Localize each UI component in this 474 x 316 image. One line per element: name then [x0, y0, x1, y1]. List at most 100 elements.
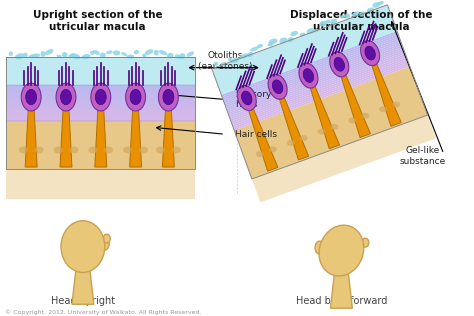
Ellipse shape	[220, 62, 225, 66]
Text: Head upright: Head upright	[51, 296, 115, 306]
Ellipse shape	[256, 151, 264, 157]
Ellipse shape	[319, 225, 364, 276]
Polygon shape	[372, 63, 401, 126]
Ellipse shape	[40, 51, 46, 57]
Ellipse shape	[367, 8, 374, 12]
Bar	[6, 169, 195, 199]
Bar	[6, 57, 195, 169]
Ellipse shape	[242, 91, 252, 105]
Ellipse shape	[15, 53, 24, 59]
Ellipse shape	[54, 146, 63, 154]
Ellipse shape	[91, 83, 111, 111]
Ellipse shape	[340, 15, 345, 19]
Bar	[6, 84, 195, 86]
Ellipse shape	[330, 124, 338, 130]
Ellipse shape	[300, 33, 305, 36]
Bar	[6, 84, 195, 121]
Ellipse shape	[154, 50, 159, 56]
Ellipse shape	[95, 89, 106, 105]
Polygon shape	[129, 110, 142, 167]
Ellipse shape	[113, 50, 120, 56]
Polygon shape	[228, 49, 404, 114]
Bar	[6, 116, 195, 118]
Ellipse shape	[172, 146, 181, 154]
Ellipse shape	[121, 52, 127, 56]
Polygon shape	[223, 36, 400, 102]
Ellipse shape	[187, 52, 194, 57]
Ellipse shape	[103, 234, 110, 243]
Ellipse shape	[348, 118, 356, 124]
Ellipse shape	[158, 83, 178, 111]
Polygon shape	[252, 115, 436, 202]
Polygon shape	[230, 54, 406, 120]
Polygon shape	[95, 110, 107, 167]
Ellipse shape	[127, 55, 134, 58]
Ellipse shape	[106, 51, 113, 54]
Polygon shape	[227, 45, 403, 111]
Ellipse shape	[19, 146, 27, 154]
Polygon shape	[232, 61, 409, 127]
Ellipse shape	[307, 28, 315, 34]
Polygon shape	[226, 43, 402, 109]
Polygon shape	[234, 65, 410, 131]
Ellipse shape	[93, 50, 100, 55]
Ellipse shape	[142, 54, 146, 58]
Ellipse shape	[228, 58, 232, 61]
Ellipse shape	[239, 53, 248, 59]
Bar	[6, 106, 195, 108]
Polygon shape	[163, 110, 174, 167]
Text: Upright section of the
utricular macula: Upright section of the utricular macula	[33, 10, 163, 32]
Ellipse shape	[273, 80, 283, 94]
Ellipse shape	[250, 47, 258, 52]
Ellipse shape	[246, 52, 253, 57]
Bar	[6, 110, 195, 112]
Ellipse shape	[23, 53, 28, 58]
Text: Head bent forward: Head bent forward	[296, 296, 387, 306]
Ellipse shape	[361, 113, 369, 118]
Ellipse shape	[303, 69, 314, 82]
Ellipse shape	[126, 83, 146, 111]
Polygon shape	[232, 59, 408, 125]
Bar	[6, 114, 195, 116]
Text: Hair cells: Hair cells	[235, 130, 277, 139]
Ellipse shape	[214, 62, 218, 66]
Polygon shape	[212, 5, 397, 95]
Polygon shape	[60, 110, 72, 167]
Bar	[6, 112, 195, 114]
Polygon shape	[233, 63, 409, 129]
Ellipse shape	[300, 135, 308, 141]
Text: Sensory
hairs: Sensory hairs	[235, 90, 272, 109]
Bar	[6, 92, 195, 94]
Polygon shape	[234, 66, 428, 179]
Polygon shape	[225, 42, 401, 107]
Ellipse shape	[313, 29, 319, 33]
Polygon shape	[223, 34, 399, 100]
Ellipse shape	[100, 52, 106, 58]
Ellipse shape	[268, 39, 278, 45]
Polygon shape	[221, 31, 398, 97]
Ellipse shape	[279, 38, 287, 43]
Bar	[6, 118, 195, 119]
Ellipse shape	[56, 83, 76, 111]
Ellipse shape	[315, 241, 324, 254]
Ellipse shape	[139, 146, 148, 154]
Ellipse shape	[319, 21, 327, 27]
Ellipse shape	[287, 140, 295, 146]
Ellipse shape	[230, 58, 239, 63]
Ellipse shape	[123, 146, 132, 154]
Text: Displaced section of the
utricular macula: Displaced section of the utricular macul…	[290, 10, 433, 32]
Ellipse shape	[361, 40, 380, 66]
Ellipse shape	[134, 50, 139, 54]
Ellipse shape	[180, 53, 185, 59]
Text: Gel-like
substance: Gel-like substance	[400, 146, 446, 166]
Polygon shape	[310, 86, 339, 149]
Ellipse shape	[359, 12, 365, 15]
Ellipse shape	[377, 1, 384, 5]
Polygon shape	[341, 74, 370, 137]
Ellipse shape	[33, 53, 40, 57]
Ellipse shape	[326, 19, 330, 24]
Ellipse shape	[175, 54, 182, 59]
Ellipse shape	[365, 46, 375, 60]
Ellipse shape	[330, 52, 349, 77]
Ellipse shape	[256, 44, 263, 48]
